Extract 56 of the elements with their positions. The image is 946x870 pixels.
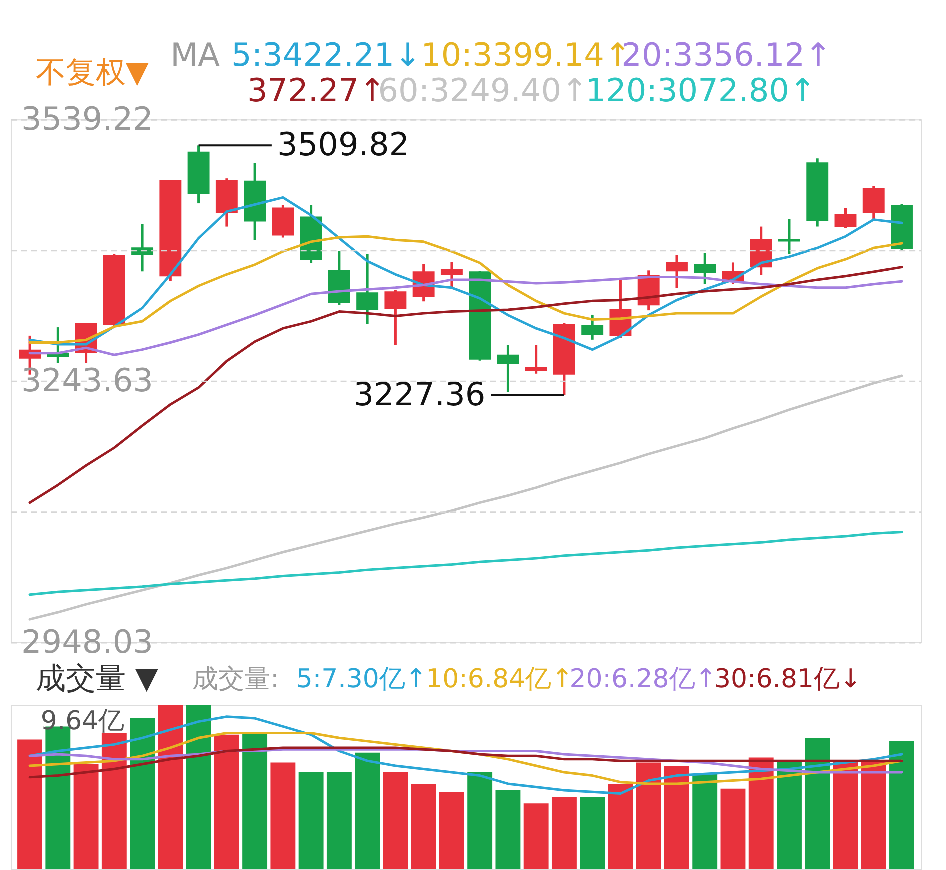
bar [18, 740, 43, 870]
bar [748, 758, 774, 870]
annotation: 3509.82 [278, 126, 410, 164]
bar [720, 788, 746, 870]
bar [326, 772, 352, 870]
candlestick [497, 344, 520, 394]
bar [552, 797, 577, 870]
bar [664, 766, 690, 870]
bar [242, 733, 268, 870]
text: MA [170, 36, 220, 74]
bar [580, 797, 606, 870]
candlestick [440, 261, 463, 290]
bar [102, 733, 127, 870]
bar [890, 741, 914, 870]
bar [636, 762, 662, 870]
candlestick [834, 207, 857, 230]
candlestick [356, 252, 379, 326]
bar [439, 792, 464, 870]
bar [186, 705, 212, 870]
bar [777, 761, 802, 870]
bar [805, 738, 830, 870]
candlestick [694, 252, 716, 286]
y-tick-label: 2948.03 [21, 623, 154, 662]
bar [270, 762, 296, 870]
bar [833, 761, 858, 870]
candlestick [582, 314, 604, 342]
bar [861, 761, 886, 870]
bar [496, 790, 521, 870]
bar [74, 764, 99, 870]
bar [158, 705, 184, 870]
bar [411, 784, 436, 870]
annotation: 9.64亿 [40, 706, 125, 736]
series-label: 5:7.30亿↑ [296, 664, 428, 694]
bar [468, 772, 493, 870]
bar [214, 734, 240, 870]
text: 成交量: [192, 664, 280, 694]
bar [608, 784, 634, 870]
candlestick [666, 254, 688, 290]
text: 成交量 ▼ [36, 661, 158, 696]
candlestick [384, 288, 407, 347]
bar [524, 804, 549, 870]
candlestick [525, 344, 548, 376]
line-series [28, 235, 904, 344]
line-series [28, 530, 904, 596]
bar [383, 772, 408, 870]
text: 不复权▼ [36, 56, 149, 91]
bar [298, 772, 324, 870]
y-tick-label: 3539.22 [21, 100, 154, 138]
bar [692, 774, 718, 870]
text: 5:3422.21↓ [232, 36, 422, 74]
bar [355, 752, 380, 870]
y-tick-label: 3243.63 [21, 362, 154, 400]
line-series [28, 196, 904, 352]
text: 120:3072.80↑ [586, 72, 816, 110]
annotation: 3227.36 [354, 375, 486, 414]
bar [130, 718, 156, 870]
